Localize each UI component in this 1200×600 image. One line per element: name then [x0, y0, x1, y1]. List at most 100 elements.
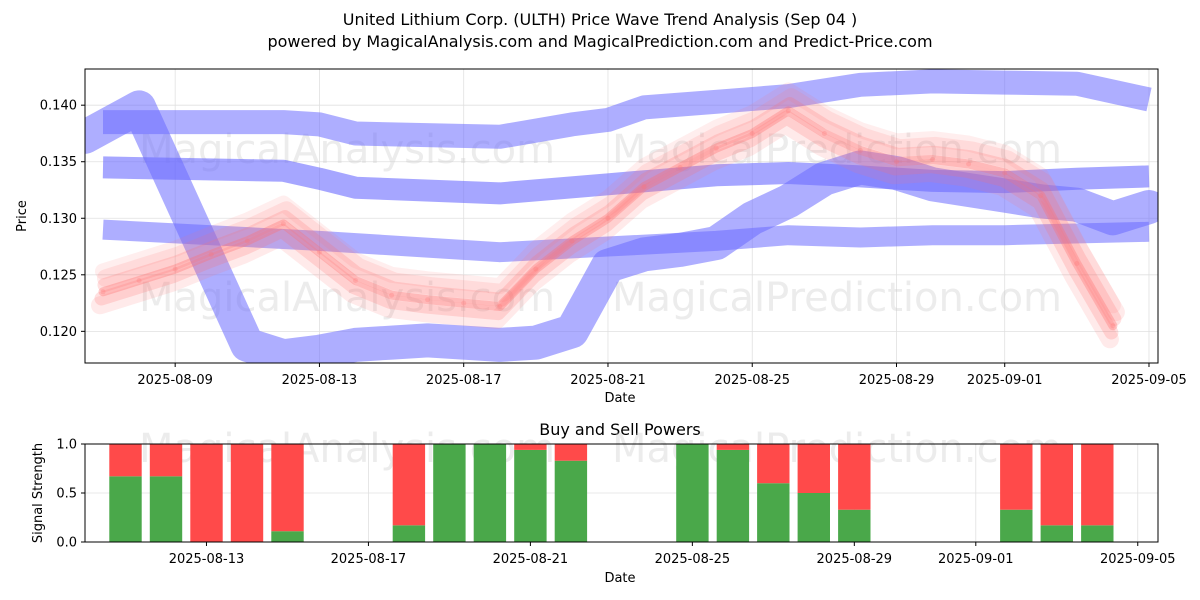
price-x-label: Date — [604, 391, 635, 406]
price-trend-wave-5 — [95, 82, 1121, 314]
signal-y-tick-label: 0.0 — [56, 536, 77, 551]
price-point — [497, 304, 503, 309]
signal-x-tick-label: 2025-08-17 — [331, 552, 407, 567]
wave-forecast-ribbon — [85, 90, 1158, 363]
price-x-tick-label: 2025-08-29 — [859, 373, 935, 388]
price-point — [1038, 193, 1044, 199]
price-x-tick-label: 2025-09-05 — [1111, 373, 1187, 388]
price-point — [1074, 261, 1080, 266]
buy-bar — [473, 444, 507, 542]
price-y-tick-label: 0.135 — [40, 155, 77, 170]
upper-band-ribbon — [103, 69, 1152, 149]
signal-x-tick-label: 2025-09-05 — [1100, 552, 1176, 567]
price-point — [894, 159, 899, 165]
sell-bar — [797, 444, 830, 493]
price-point — [1002, 170, 1008, 176]
sell-bar — [271, 444, 304, 532]
price-point — [389, 292, 395, 298]
signal-panel: Buy and Sell Powers MagicalAnalysis.com … — [31, 420, 1176, 586]
buy-bar — [149, 476, 183, 542]
price-y-tick-label: 0.125 — [40, 268, 77, 283]
price-point — [533, 266, 539, 272]
price-point — [713, 145, 719, 151]
sell-bar — [1081, 444, 1114, 526]
signal-y-label: Signal Strength — [31, 443, 46, 543]
price-point — [569, 238, 575, 244]
buy-bar — [1081, 525, 1114, 542]
sell-bar — [554, 444, 588, 461]
buy-bar — [716, 449, 750, 542]
signal-x-tick-label: 2025-08-29 — [817, 552, 893, 567]
watermark-prediction-mid: MagicalPrediction.com — [612, 275, 1062, 321]
price-point — [966, 161, 972, 167]
price-y-label: Price — [15, 200, 30, 232]
price-point — [857, 147, 863, 153]
price-trend-wave-0 — [98, 106, 1118, 331]
price-point — [425, 297, 431, 303]
price-point — [172, 266, 178, 272]
sell-bar — [757, 444, 790, 484]
sell-bar — [514, 444, 547, 450]
buy-bar — [392, 525, 426, 542]
price-trend-wave-3 — [97, 88, 1125, 322]
chart-subtitle: powered by MagicalAnalysis.com and Magic… — [267, 32, 932, 51]
price-y-tick-label: 0.120 — [40, 325, 77, 340]
buy-bar — [1000, 509, 1033, 542]
buy-bar — [676, 444, 709, 542]
price-point — [1110, 323, 1116, 329]
price-point — [208, 251, 214, 257]
signal-x-tick-label: 2025-08-25 — [655, 552, 731, 567]
price-series — [85, 69, 1158, 363]
signal-y-axis: 0.0 0.5 1.0 — [56, 438, 85, 551]
signal-y-tick-label: 0.5 — [56, 487, 77, 502]
buy-bar — [271, 531, 304, 542]
price-point — [136, 278, 142, 283]
price-x-axis: 2025-08-09 2025-08-13 2025-08-17 2025-08-21… — [137, 363, 1187, 388]
buy-bar — [433, 444, 466, 542]
buy-bar — [838, 509, 871, 542]
price-y-axis: 0.120 0.125 0.130 0.135 0.140 — [40, 99, 85, 340]
chart-title: United Lithium Corp. (ULTH) Price Wave T… — [343, 10, 858, 29]
price-point — [316, 249, 322, 255]
buy-bar — [757, 483, 790, 542]
price-x-tick-label: 2025-08-13 — [282, 373, 358, 388]
buy-bar — [1040, 525, 1073, 542]
sell-bar — [1000, 444, 1033, 510]
buy-bar — [109, 476, 142, 542]
signal-x-axis: 2025-08-13 2025-08-17 2025-08-21 2025-08-25… — [169, 542, 1176, 567]
price-x-tick-label: 2025-08-17 — [426, 373, 502, 388]
signal-x-tick-label: 2025-08-13 — [169, 552, 245, 567]
sell-bar — [1040, 444, 1073, 526]
price-point — [605, 215, 611, 221]
signal-y-tick-label: 1.0 — [56, 438, 77, 453]
price-x-tick-label: 2025-08-25 — [714, 373, 790, 388]
signal-x-tick-label: 2025-08-21 — [493, 552, 569, 567]
price-point — [461, 300, 467, 306]
price-point — [749, 131, 755, 136]
price-y-tick-label: 0.130 — [40, 212, 77, 227]
price-x-tick-label: 2025-09-01 — [967, 373, 1043, 388]
sell-bar — [230, 444, 264, 542]
buy-bar — [797, 493, 830, 542]
price-x-tick-label: 2025-08-09 — [137, 373, 213, 388]
price-point — [353, 278, 358, 283]
signal-x-label: Date — [604, 571, 635, 586]
sell-bar — [190, 444, 223, 542]
price-point — [641, 184, 647, 190]
price-point — [930, 157, 936, 162]
buy-bar — [514, 449, 547, 542]
price-trend-wave-2 — [94, 110, 1119, 340]
sell-bar — [392, 444, 426, 526]
sell-bar — [716, 444, 750, 450]
signal-title: Buy and Sell Powers — [539, 420, 701, 439]
price-point — [244, 238, 250, 244]
price-point — [785, 108, 791, 114]
price-point — [280, 221, 286, 227]
price-trend-wave-4 — [91, 115, 1119, 349]
price-point — [821, 131, 827, 136]
sell-bar — [109, 444, 142, 477]
buy-bar — [554, 460, 588, 542]
sell-bar — [149, 444, 183, 477]
signal-x-tick-label: 2025-09-01 — [938, 552, 1014, 567]
